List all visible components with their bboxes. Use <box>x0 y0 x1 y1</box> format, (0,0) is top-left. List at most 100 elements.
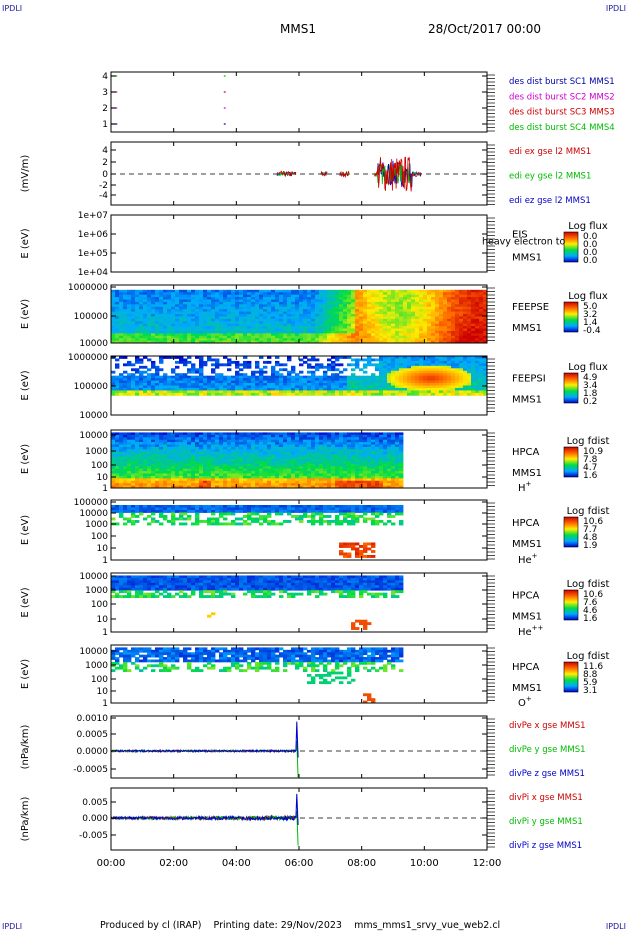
cbar-value-hpca_he: 1.9 <box>583 541 598 551</box>
cbar-value-feepse: -0.4 <box>583 326 601 336</box>
ytick-label-divpe: 0.0005 <box>77 730 109 740</box>
cbar-title-eis: Log flux <box>568 221 608 232</box>
ytick-label-feepsi: 1000000 <box>68 353 108 363</box>
instrument-mms-feepse: MMS1 <box>512 323 542 334</box>
legend-burst-3: des dist burst SC4 MMS4 <box>509 123 615 133</box>
cbar-value-feepsi: 4.9 <box>583 373 598 383</box>
instrument-mms-feepsi: MMS1 <box>512 395 542 406</box>
ytick-label-eis: 1e+07 <box>78 211 108 221</box>
legend-divpi-2: divPi z gse MMS1 <box>509 841 582 851</box>
ytick-label-feepse: 100000 <box>74 312 109 322</box>
xtick-label: 12:00 <box>473 858 502 869</box>
date-title: 28/Oct/2017 00:00 <box>428 22 542 36</box>
ytick-label-edi: -2 <box>99 181 108 191</box>
cbar-value-hpca_he: 4.8 <box>583 533 598 543</box>
legend-burst-0: des dist burst SC1 MMS1 <box>509 77 615 87</box>
ylabel-hpca_he: E (eV) <box>20 515 31 545</box>
legend-burst-2: des dist burst SC3 MMS3 <box>509 108 615 118</box>
ytick-label-hpca_hepp: 100 <box>91 600 108 610</box>
cbar-title-feepse: Log flux <box>568 291 608 302</box>
species-label-hpca_he: He+ <box>518 552 538 566</box>
corner-mark-bl: IPDLI <box>2 922 23 931</box>
ytick-label-hpca_h: 10000 <box>79 431 108 441</box>
panel-frame-edi <box>110 141 488 206</box>
divpi-series-z <box>110 793 299 825</box>
ytick-label-divpe: 0.0000 <box>77 747 109 757</box>
edi-series-x <box>276 156 422 192</box>
cbar-value-feepse: 1.4 <box>583 318 598 328</box>
legend-divpi-1: divPi y gse MMS1 <box>509 817 583 827</box>
ytick-label-burst: 1 <box>102 120 108 130</box>
ytick-label-feepse: 10000 <box>79 339 108 349</box>
divpe-series-z <box>110 721 299 758</box>
ytick-label-edi: 2 <box>102 158 108 168</box>
species-label-hpca_h: H+ <box>518 480 532 494</box>
ylabel-divpe: (nPa/km) <box>20 725 31 770</box>
instrument-mms-hpca_o: MMS1 <box>512 683 542 694</box>
heatmap-feepsi <box>111 356 488 396</box>
spacecraft-title: MMS1 <box>280 22 316 36</box>
heatmap-hpca_h <box>111 432 404 489</box>
burst-markers <box>111 75 226 125</box>
colorbar-hpca_o <box>563 661 579 693</box>
cbar-value-hpca_he: 7.7 <box>583 525 597 535</box>
cbar-title-hpca_hepp: Log fdist <box>567 579 610 590</box>
ytick-label-divpe: 0.0010 <box>77 714 109 724</box>
panel-frame-eis <box>110 214 488 273</box>
cbar-title-hpca_o: Log fdist <box>567 651 610 662</box>
instrument-mms-hpca_hepp: MMS1 <box>512 612 542 623</box>
xtick-label: 00:00 <box>97 858 126 869</box>
cbar-value-hpca_hepp: 7.6 <box>583 598 598 608</box>
cbar-value-feepse: 5.0 <box>583 302 598 312</box>
ytick-label-hpca_o: 1 <box>102 699 108 709</box>
instrument-label-eis: EIS <box>512 230 528 241</box>
colorbar-eis <box>563 231 579 263</box>
cbar-value-hpca_o: 5.9 <box>583 678 598 688</box>
ytick-label-burst: 2 <box>102 104 108 114</box>
legend-edi-1: edi ey gse l2 MMS1 <box>509 172 591 182</box>
ytick-label-hpca_hepp: 1 <box>102 628 108 638</box>
footer-produced: Produced by cl (IRAP) <box>100 920 202 931</box>
xtick-label: 08:00 <box>347 858 376 869</box>
colorbar-hpca_hepp <box>563 589 579 621</box>
cbar-value-hpca_h: 4.7 <box>583 463 597 473</box>
ytick-label-burst: 3 <box>102 88 108 98</box>
cbar-title-hpca_he: Log fdist <box>567 506 610 517</box>
legend-divpe-0: divPe x gse MMS1 <box>509 721 586 731</box>
instrument-mms-eis: MMS1 <box>512 253 542 264</box>
species-label-hpca_hepp: He++ <box>518 624 544 638</box>
xtick-label: 10:00 <box>410 858 439 869</box>
instrument-label-hpca_he: HPCA <box>512 518 540 529</box>
ytick-label-hpca_he: 100000 <box>74 498 109 508</box>
heatmap-hpca_he <box>111 505 404 558</box>
ylabel-hpca_hepp: E (eV) <box>20 587 31 617</box>
instrument-label-hpca_o: HPCA <box>512 662 540 673</box>
ytick-label-feepsi: 10000 <box>79 411 108 421</box>
ytick-label-eis: 1e+05 <box>78 249 108 259</box>
ylabel-hpca_o: E (eV) <box>20 659 31 689</box>
ytick-label-hpca_hepp: 1000 <box>85 586 108 596</box>
divpe-spike-z <box>295 721 299 758</box>
ylabel-eis: E (eV) <box>20 228 31 258</box>
ytick-label-divpi: 0.005 <box>82 798 108 808</box>
ytick-label-feepse: 1000000 <box>68 283 108 293</box>
cbar-value-hpca_o: 3.1 <box>583 686 597 696</box>
colorbar-feepsi <box>563 372 579 404</box>
ytick-label-hpca_he: 1000 <box>85 520 108 530</box>
cbar-value-eis: 0.0 <box>583 240 598 250</box>
corner-mark-tr: IPDLI <box>605 4 626 13</box>
ytick-label-divpi: 0.000 <box>82 814 108 824</box>
colorbar-hpca_he <box>563 516 579 548</box>
cbar-value-hpca_he: 10.6 <box>583 517 603 527</box>
panel-frame-divpe <box>110 715 488 779</box>
ytick-label-hpca_o: 10000 <box>79 647 108 657</box>
ytick-label-hpca_h: 10 <box>97 473 109 483</box>
cbar-value-feepse: 3.2 <box>583 310 597 320</box>
cbar-title-feepsi: Log flux <box>568 362 608 373</box>
divpi-series-y <box>110 811 299 846</box>
heatmap-feepse <box>111 289 488 344</box>
cbar-value-hpca_o: 11.6 <box>583 662 603 672</box>
instrument-label-feepsi: FEEPSI <box>512 374 546 385</box>
legend-divpe-2: divPe z gse MMS1 <box>509 769 585 779</box>
ytick-label-hpca_hepp: 10000 <box>79 572 108 582</box>
